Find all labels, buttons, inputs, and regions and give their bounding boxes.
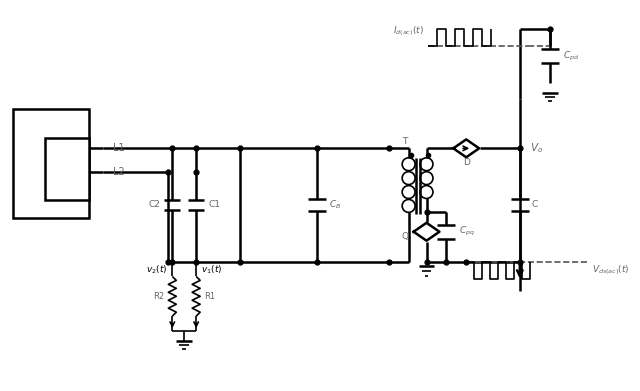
Text: R1: R1	[204, 292, 215, 301]
Text: L1: L1	[113, 143, 124, 153]
Text: C: C	[532, 201, 538, 210]
Bar	[13, 109, 89, 218]
Text: $v_2(t)$: $v_2(t)$	[146, 263, 168, 276]
Polygon shape	[453, 140, 479, 157]
Text: $v_1(t)$: $v_1(t)$	[201, 263, 223, 276]
Text: C2: C2	[148, 201, 161, 210]
Text: L2: L2	[113, 167, 125, 177]
Text: $V_{ds(ac)}(t)$: $V_{ds(ac)}(t)$	[593, 264, 630, 277]
Polygon shape	[413, 223, 440, 241]
Text: R2: R2	[153, 292, 164, 301]
Text: $C_B$: $C_B$	[329, 199, 342, 211]
Text: $C_{pd}$: $C_{pd}$	[563, 49, 579, 63]
Text: $I_{d(ac)}(t)$: $I_{d(ac)}(t)$	[392, 24, 424, 38]
Text: C1: C1	[208, 201, 220, 210]
Text: $V_o$: $V_o$	[530, 142, 543, 155]
Text: Q: Q	[402, 232, 408, 241]
Bar	[45, 138, 89, 200]
Text: $C_{pq}$: $C_{pq}$	[460, 225, 476, 238]
Text: D: D	[463, 158, 470, 167]
Text: T: T	[402, 137, 407, 146]
